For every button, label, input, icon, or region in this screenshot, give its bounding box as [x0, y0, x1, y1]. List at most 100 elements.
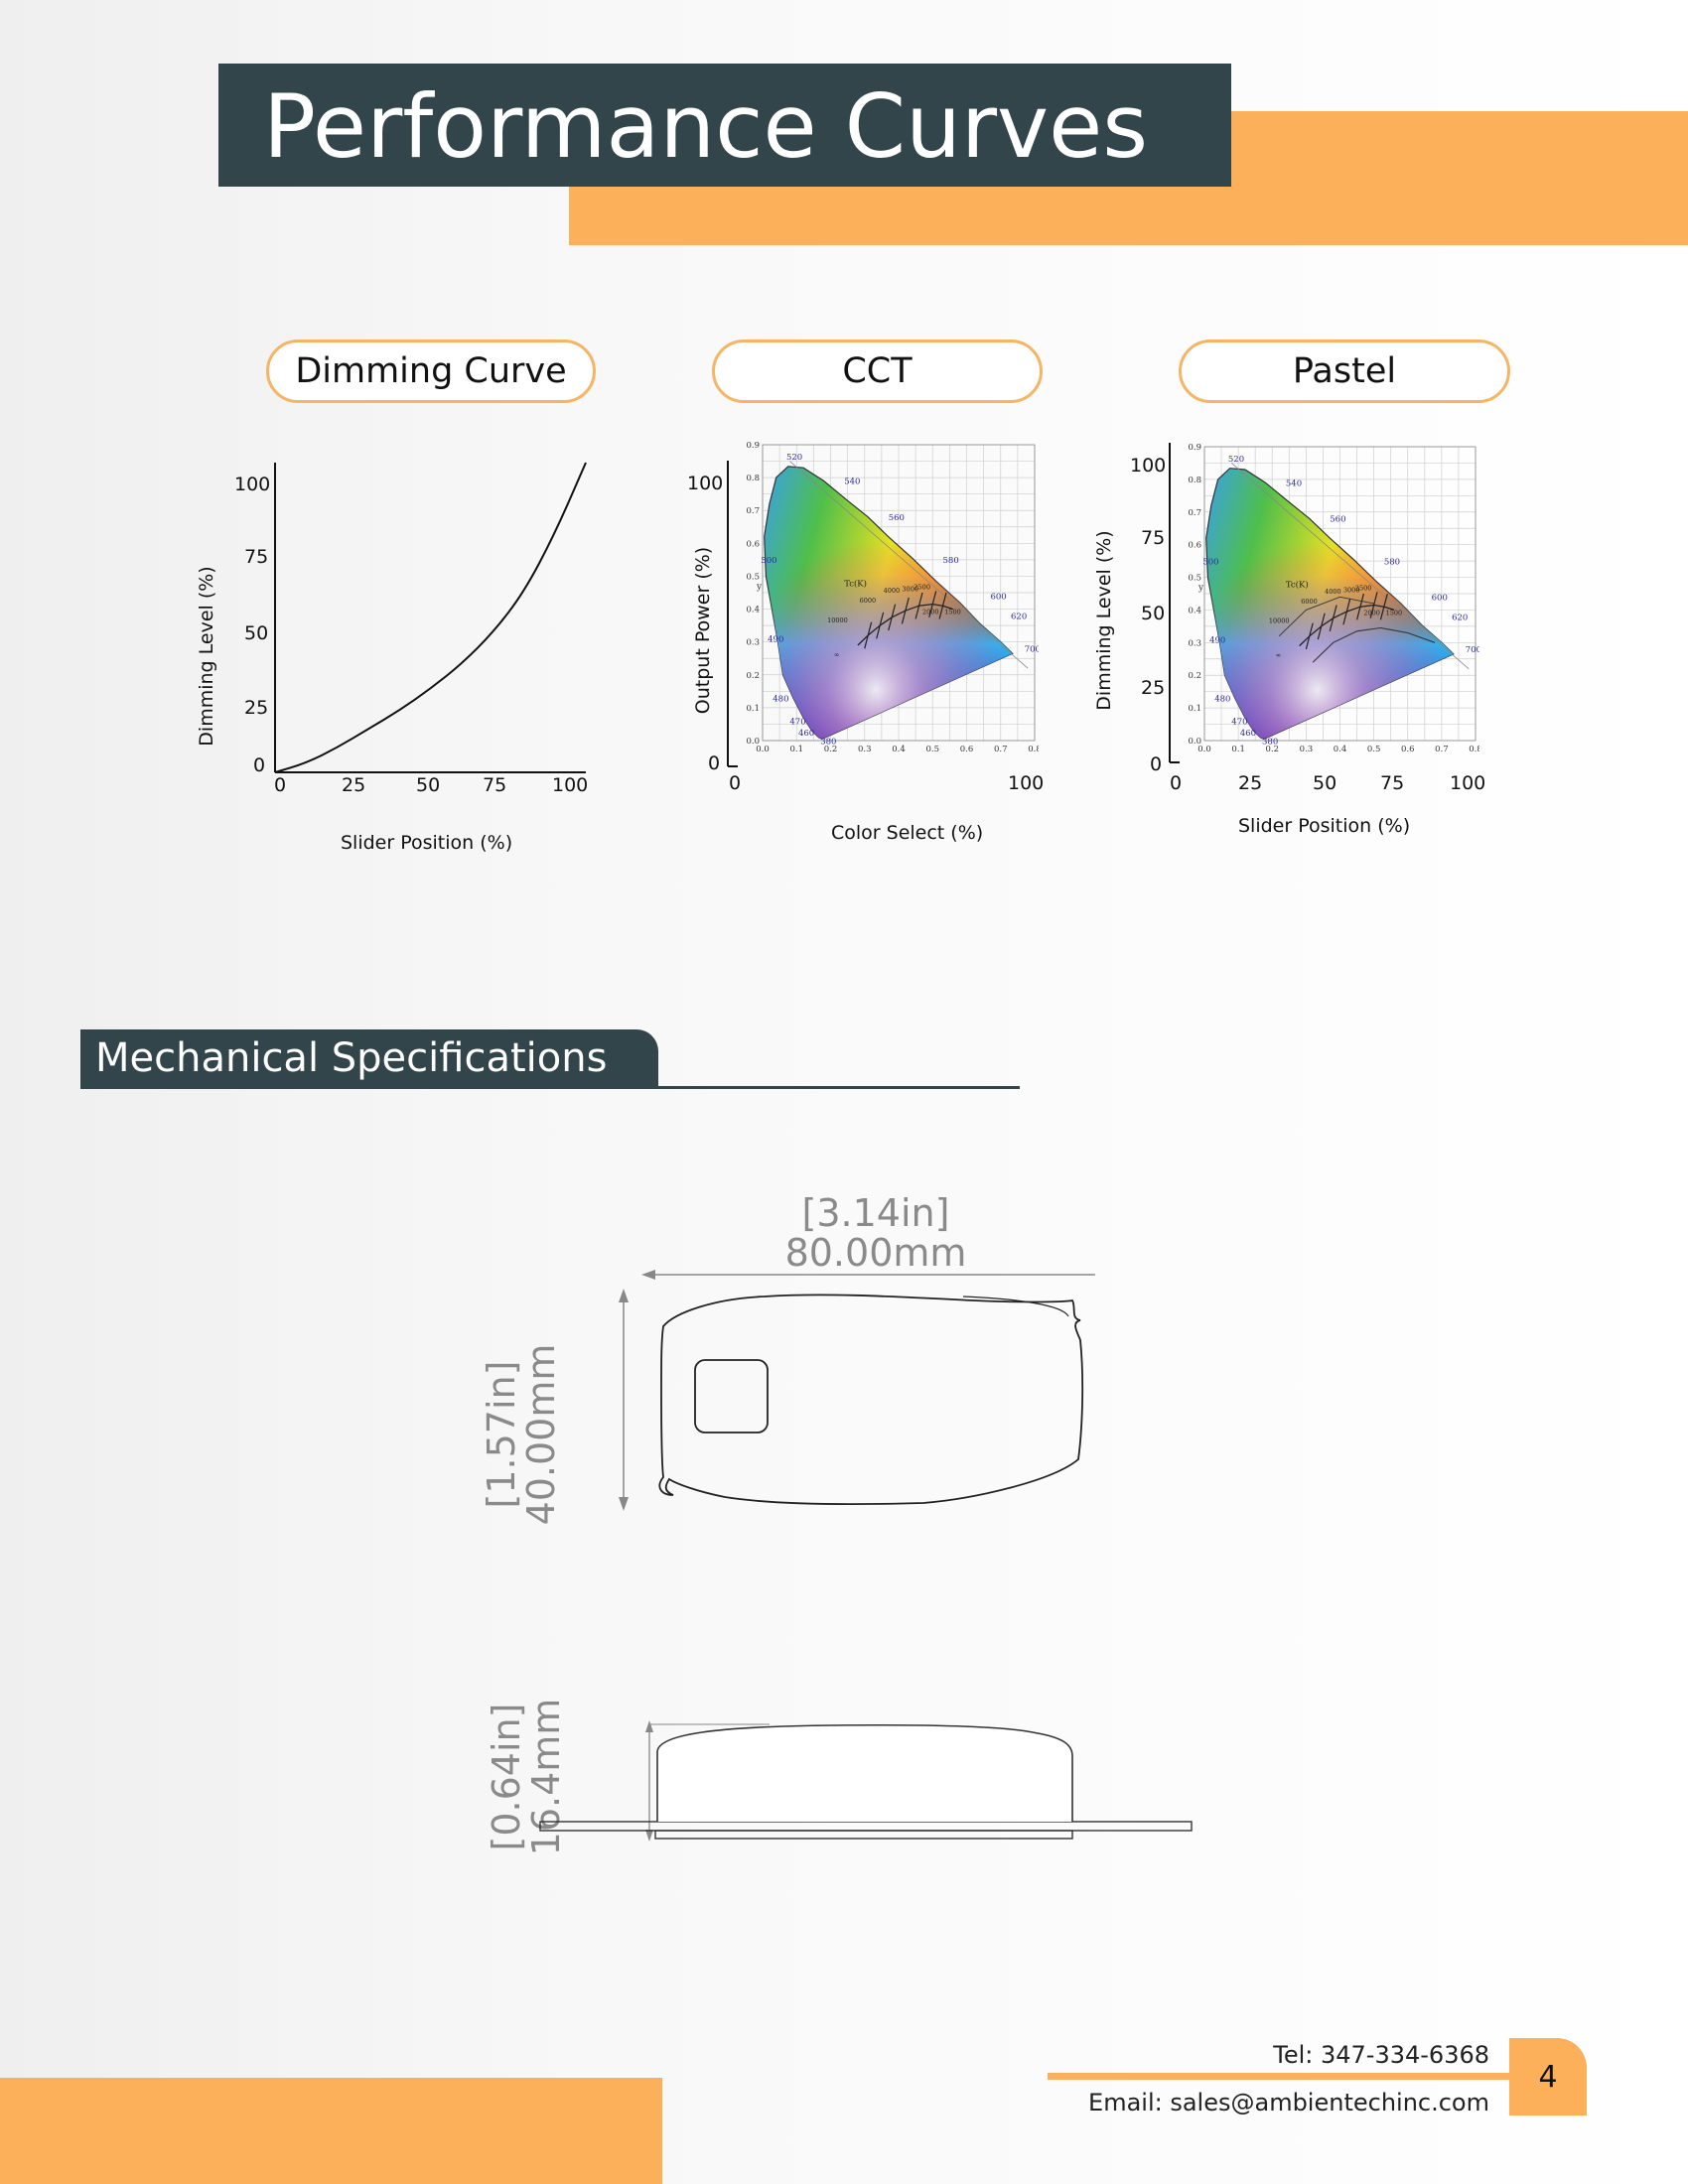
cct-axes — [727, 461, 738, 767]
x-tick: 0 — [1170, 772, 1183, 794]
wavelength-label: 490 — [1209, 635, 1225, 645]
cie-y-tick: 0.3 — [1188, 638, 1201, 648]
cie-x-tick: 0.6 — [1401, 745, 1415, 754]
cie-x-tick: 0.4 — [892, 745, 906, 754]
label-window — [694, 1359, 769, 1433]
x-tick: 50 — [416, 774, 441, 796]
section-title: Mechanical Specifications — [95, 1035, 608, 1081]
top-height-mm: 40.00mm — [519, 1343, 563, 1526]
y-axis-label: Output Power (%) — [692, 546, 714, 715]
side-view-body — [656, 1723, 1073, 1822]
wavelength-label: 560 — [889, 513, 905, 523]
y-tick: 0 — [253, 754, 266, 776]
temperature-label: 2500 — [914, 584, 930, 592]
cie-y-tick: 0.4 — [1188, 606, 1201, 615]
x-tick: 100 — [552, 774, 589, 796]
section-tab — [80, 1029, 658, 1087]
wavelength-label: 620 — [1452, 613, 1468, 622]
top-width-mm: 80.00mm — [784, 1231, 967, 1275]
y-tick: 75 — [1141, 527, 1166, 549]
temperature-label: 2500 — [1355, 585, 1372, 593]
pastel-curve — [1278, 596, 1374, 637]
x-tick: 25 — [1238, 772, 1263, 794]
wavelength-label: 480 — [1214, 695, 1230, 705]
top-view-drawing — [619, 1270, 1095, 1511]
side-view-drawing — [539, 1720, 1193, 1842]
x-axis-label: Slider Position (%) — [1238, 815, 1411, 837]
wavelength-label: 470 — [789, 717, 805, 727]
wavelength-label: 520 — [786, 453, 802, 463]
cie-x-tick: 0.1 — [1231, 745, 1245, 754]
temperature-label: 3000 — [1343, 586, 1360, 594]
cie-x-tick: 0.1 — [789, 745, 803, 754]
y-axis-label: Dimming Level (%) — [196, 566, 217, 747]
cie-y-tick: 0.4 — [746, 606, 760, 615]
cie-y-tick: 0.0 — [746, 737, 760, 747]
x-tick: 100 — [1008, 772, 1045, 794]
cie-x-tick: 0.8 — [1028, 745, 1039, 754]
cie-x-tick: 0.4 — [1334, 745, 1347, 754]
wavelength-label: 500 — [1202, 557, 1218, 567]
temperature-label: 1500 — [944, 609, 961, 616]
arrow-head-icon — [645, 1720, 653, 1732]
mounting-tab — [539, 1821, 1193, 1832]
temperature-label: 4000 — [1325, 588, 1341, 596]
x-axis-label: Slider Position (%) — [341, 832, 513, 854]
x-tick: 0 — [274, 774, 287, 796]
wavelength-label: 380 — [820, 737, 836, 747]
top-height-in: [1.57in] — [480, 1360, 523, 1509]
temperature-label: ∞ — [834, 651, 839, 659]
cie-y-tick: 0.2 — [1188, 671, 1201, 681]
arrow-head-icon — [619, 1497, 629, 1511]
cie-x-tick: 0.3 — [1300, 745, 1314, 754]
cie-x-tick: 0.7 — [994, 745, 1008, 754]
tc-label: Tc(K) — [844, 578, 867, 589]
arrow-head-icon — [619, 1289, 629, 1302]
cie-x-tick: 0.0 — [756, 745, 770, 754]
temperature-label: 6000 — [1301, 598, 1318, 606]
top-view-outline — [658, 1294, 1084, 1506]
y-tick: 0 — [1150, 753, 1163, 775]
temperature-label: 3000 — [902, 585, 918, 593]
dimming-curve-line — [274, 462, 587, 773]
cie-y-tick: 0.5 — [746, 572, 760, 582]
cie-y-tick: 0.8 — [1188, 476, 1201, 485]
temperature-label: 1500 — [1386, 609, 1403, 616]
pastel-label: Pastel — [1179, 340, 1510, 403]
wavelength-label: 500 — [761, 556, 776, 566]
wavelength-label: 490 — [768, 635, 783, 645]
wavelength-label: 700 — [1025, 645, 1039, 655]
page-number: 4 — [1509, 2038, 1587, 2116]
wavelength-label: 620 — [1011, 612, 1027, 621]
temperature-label: 10000 — [827, 616, 848, 624]
top-width-in: [3.14in] — [801, 1191, 950, 1235]
cie-y-tick: 0.1 — [1188, 704, 1201, 714]
cie-x-tick: 0.3 — [858, 745, 872, 754]
footer-tel: Tel: 347-334-6368 — [1273, 2041, 1489, 2069]
cie-y-tick: 0.3 — [746, 638, 760, 648]
cie-y-tick: 0.7 — [1188, 508, 1201, 518]
cie-x-tick: 0.5 — [1367, 745, 1381, 754]
arrow-head-icon — [645, 1830, 653, 1842]
cie-x-tick: 0.0 — [1197, 745, 1211, 754]
x-axis-label: Color Select (%) — [831, 822, 984, 844]
wavelength-label: 560 — [1330, 515, 1345, 525]
y-axis-label: Dimming Level (%) — [1093, 530, 1115, 711]
y-tick: 75 — [244, 546, 269, 568]
arrow-head-icon — [641, 1270, 655, 1280]
wavelength-label: 580 — [1384, 557, 1400, 567]
x-tick: 50 — [1313, 772, 1337, 794]
cie-y-tick: 0.6 — [1188, 541, 1201, 551]
x-tick: 100 — [1450, 772, 1486, 794]
cie-y-tick: 0.9 — [746, 441, 760, 451]
pastel-axes — [1169, 443, 1180, 763]
y-tick: 0 — [708, 752, 721, 774]
x-tick: 75 — [483, 774, 507, 796]
cie-x-tick: 0.2 — [824, 745, 838, 754]
cie-y-tick: 0.9 — [1188, 443, 1201, 453]
section-underline — [80, 1086, 1020, 1089]
cie-y-axis-label: y — [756, 583, 763, 593]
wavelength-label: 540 — [844, 478, 860, 487]
wavelength-label: 580 — [943, 556, 959, 566]
cct-label: CCT — [712, 340, 1043, 403]
